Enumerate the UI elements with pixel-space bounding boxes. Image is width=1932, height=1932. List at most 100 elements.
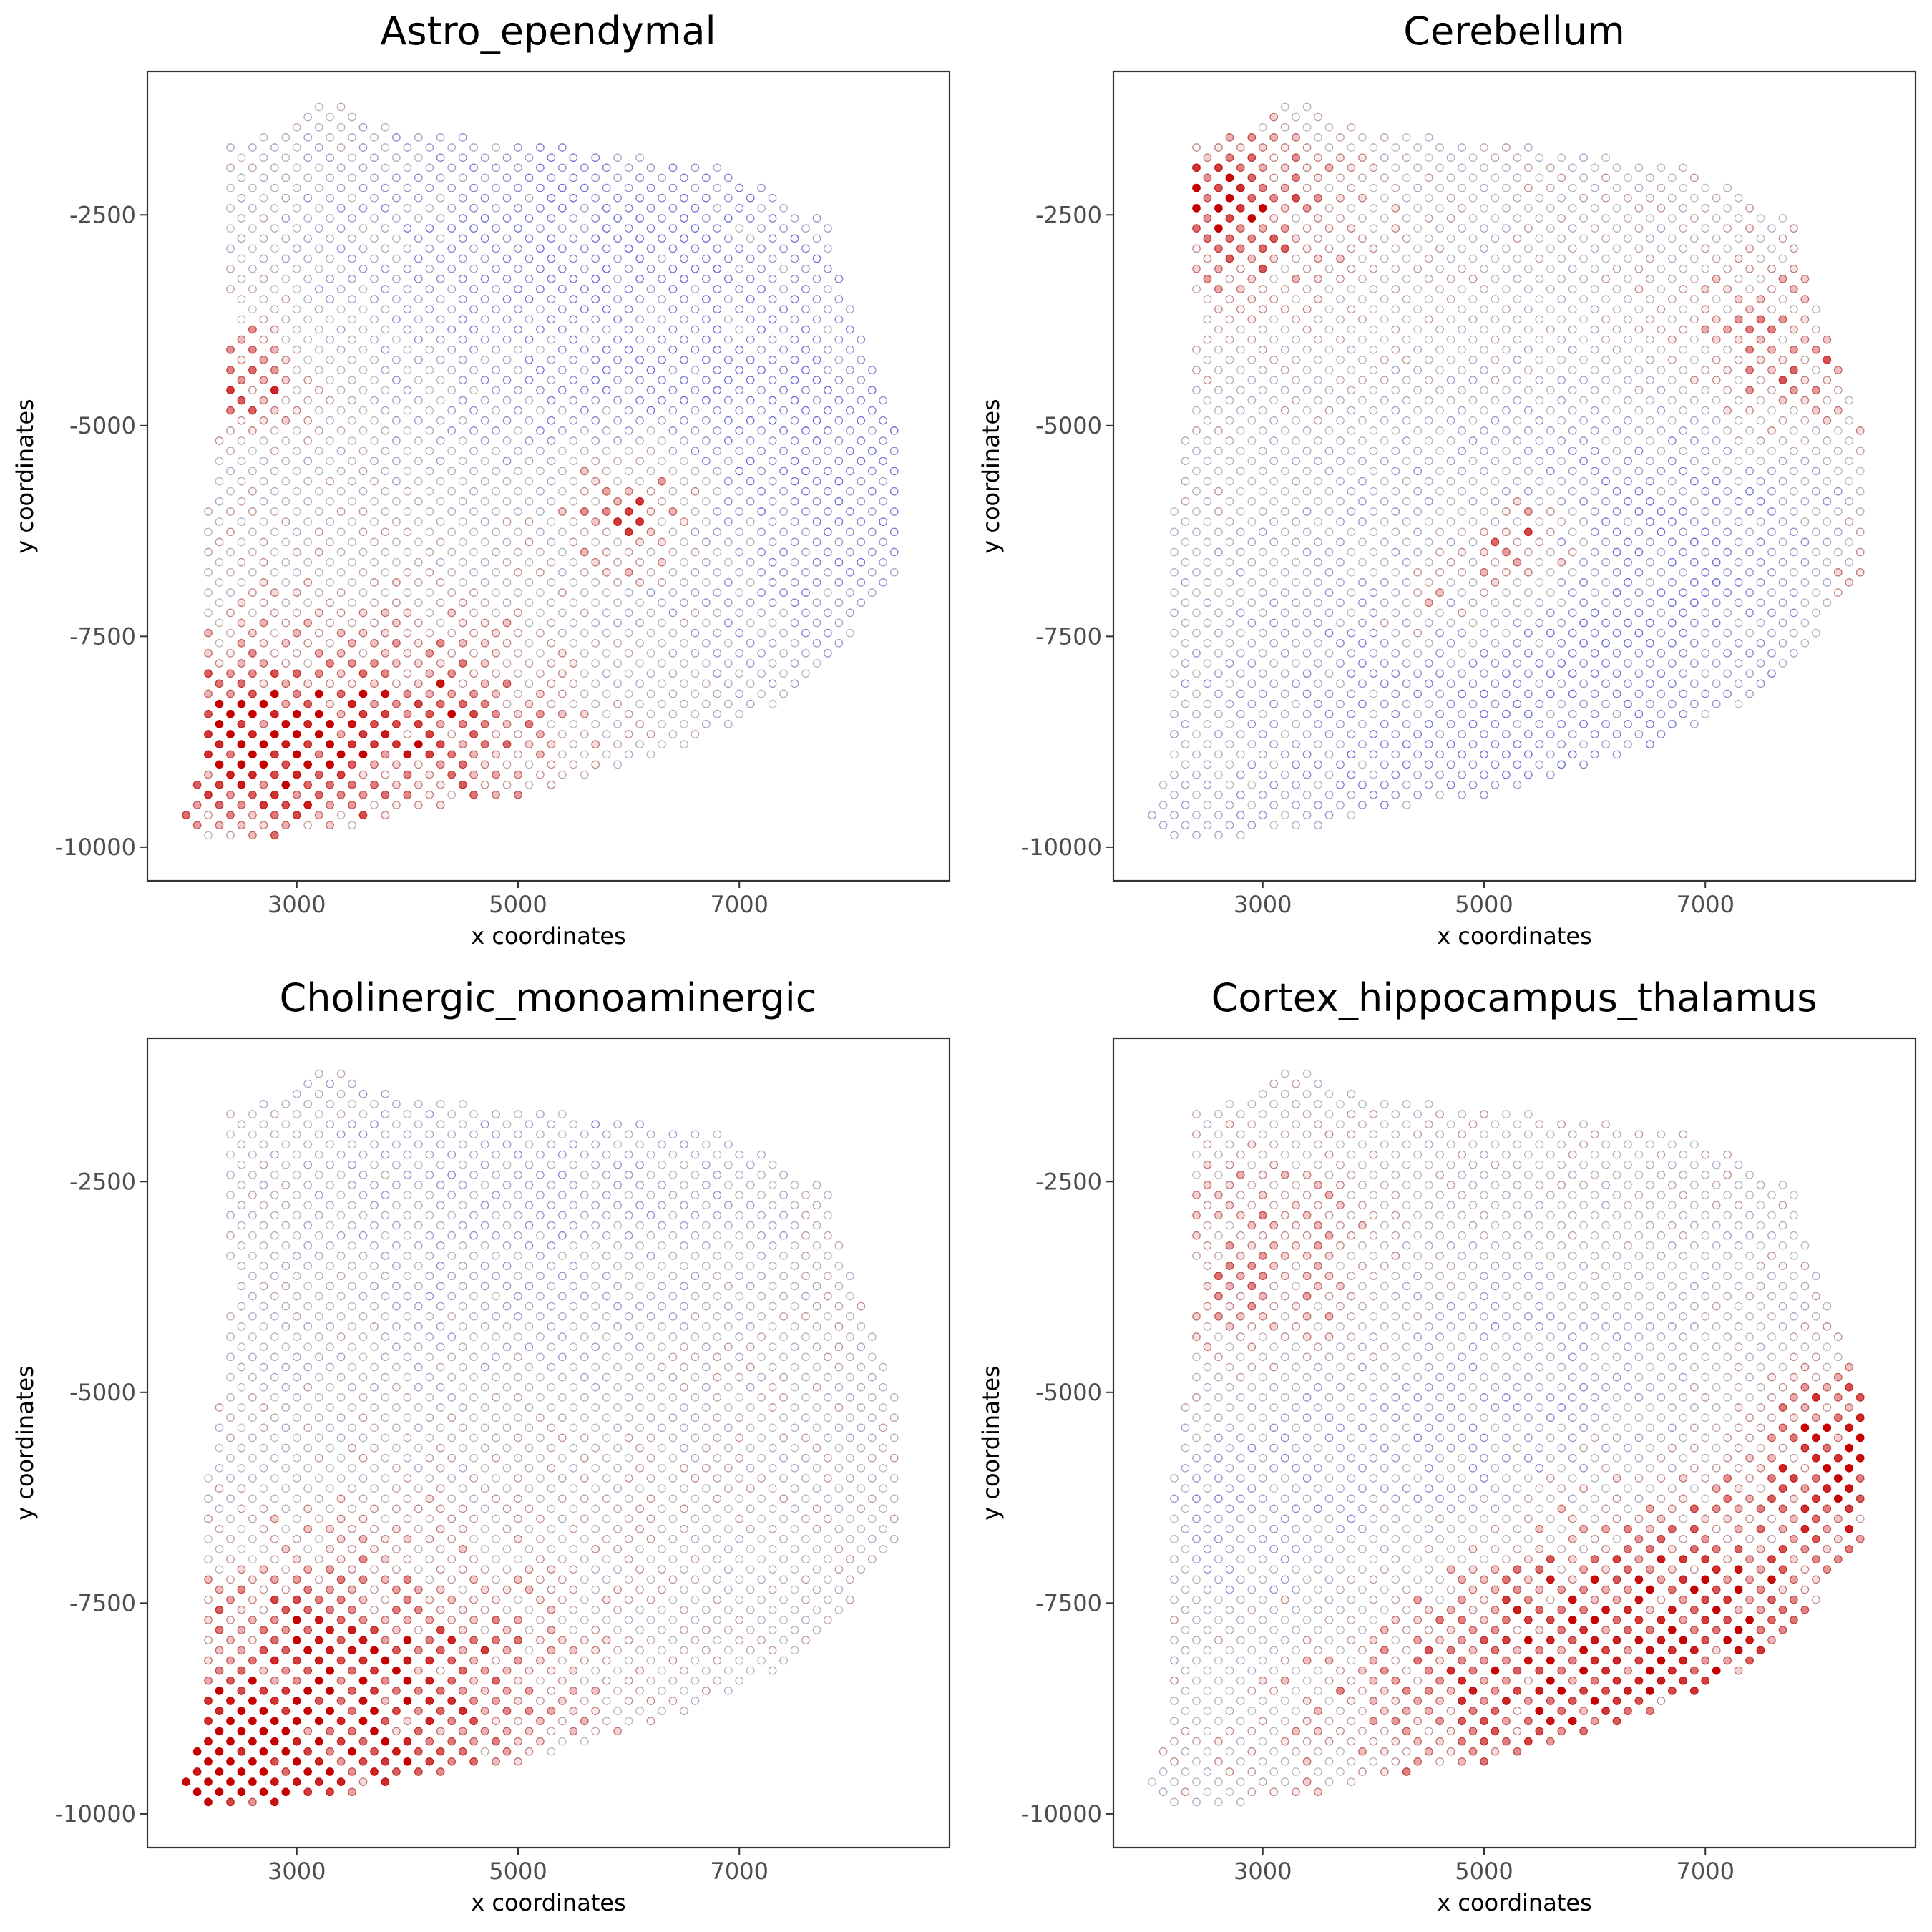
spot-point [1468, 356, 1478, 364]
spot-point [1292, 477, 1300, 486]
spot-point [624, 1211, 633, 1220]
spot-point [281, 578, 291, 587]
spot-point [1380, 477, 1389, 486]
spot-point [326, 679, 334, 688]
spot-point [1557, 618, 1566, 628]
spot-point [1324, 588, 1334, 597]
spot-point [1513, 679, 1522, 688]
spot-point [602, 1272, 611, 1281]
spot-point [1314, 618, 1322, 628]
spot-point [314, 163, 323, 172]
spot-point [1712, 274, 1721, 283]
spot-point [547, 416, 556, 425]
spot-point [1491, 517, 1500, 526]
spot-point [1225, 760, 1234, 769]
spot-point [336, 1191, 346, 1199]
spot-point [1236, 204, 1245, 213]
spot-point [723, 1362, 733, 1372]
spot-point [1811, 447, 1820, 456]
spot-point [1402, 578, 1411, 587]
spot-point [547, 578, 556, 587]
spot-point [314, 1252, 323, 1260]
spot-point [1800, 497, 1810, 506]
spot-point [403, 183, 412, 192]
spot-point [492, 264, 500, 273]
spot-point [525, 193, 534, 203]
spot-point [691, 649, 700, 658]
spot-point [691, 1312, 700, 1321]
spot-point [525, 356, 534, 364]
spot-point [1546, 588, 1555, 597]
spot-point [691, 426, 700, 435]
spot-point [1535, 356, 1544, 364]
spot-point [348, 1160, 356, 1169]
spot-point [502, 699, 512, 708]
spot-point [701, 214, 711, 223]
spot-point [1225, 720, 1234, 728]
spot-point [779, 1393, 788, 1402]
spot-point [281, 214, 291, 223]
spot-point [1679, 305, 1688, 314]
spot-point [591, 1160, 600, 1169]
spot-point [1247, 618, 1257, 628]
spot-point [591, 234, 600, 243]
spot-point [867, 487, 877, 496]
spot-point [680, 335, 688, 344]
spot-point [1413, 770, 1423, 779]
spot-point [1624, 396, 1632, 405]
spot-point [713, 224, 722, 233]
spot-point [270, 1413, 279, 1423]
spot-point [1181, 699, 1190, 708]
spot-point [1612, 730, 1621, 738]
spot-point [326, 517, 334, 526]
spot-point [303, 1221, 313, 1230]
spot-point [701, 720, 711, 728]
spot-point [1324, 406, 1334, 415]
spot-point [624, 709, 633, 718]
spot-point [624, 224, 633, 233]
spot-point [425, 1171, 434, 1179]
spot-point [557, 386, 567, 395]
spot-point [259, 1524, 268, 1533]
spot-point [1535, 274, 1544, 283]
spot-point [1790, 567, 1798, 577]
spot-point [857, 1484, 866, 1493]
spot-point [812, 274, 821, 283]
spot-point [303, 780, 313, 789]
spot-point [414, 720, 423, 728]
spot-point [1546, 669, 1555, 678]
spot-point [867, 426, 877, 435]
spot-point [447, 305, 457, 314]
spot-point [226, 567, 235, 577]
spot-point [458, 1504, 467, 1513]
spot-point [646, 244, 655, 253]
spot-point [569, 274, 578, 283]
spot-point [326, 1545, 334, 1553]
spot-point [857, 1382, 866, 1392]
spot-point [259, 638, 268, 648]
spot-point [580, 1272, 589, 1281]
spot-point [303, 699, 313, 708]
spot-point [436, 1403, 445, 1412]
spot-point [1811, 547, 1820, 557]
spot-point [1358, 335, 1367, 344]
spot-point [613, 1201, 622, 1210]
spot-point [824, 628, 832, 638]
spot-point [270, 224, 279, 233]
spot-point [259, 780, 268, 789]
spot-point [314, 285, 323, 293]
spot-point [547, 1504, 556, 1513]
spot-point [1811, 507, 1820, 516]
spot-point [1767, 447, 1776, 456]
spot-point [425, 1312, 434, 1321]
spot-point [735, 285, 744, 293]
spot-point [668, 1171, 678, 1179]
spot-point [1513, 720, 1522, 728]
spot-point [1203, 537, 1212, 547]
spot-point [1502, 305, 1511, 314]
spot-point [237, 1463, 246, 1473]
spot-point [226, 224, 235, 233]
spot-point [502, 537, 512, 547]
spot-point [403, 770, 412, 779]
spot-point [1258, 770, 1267, 779]
